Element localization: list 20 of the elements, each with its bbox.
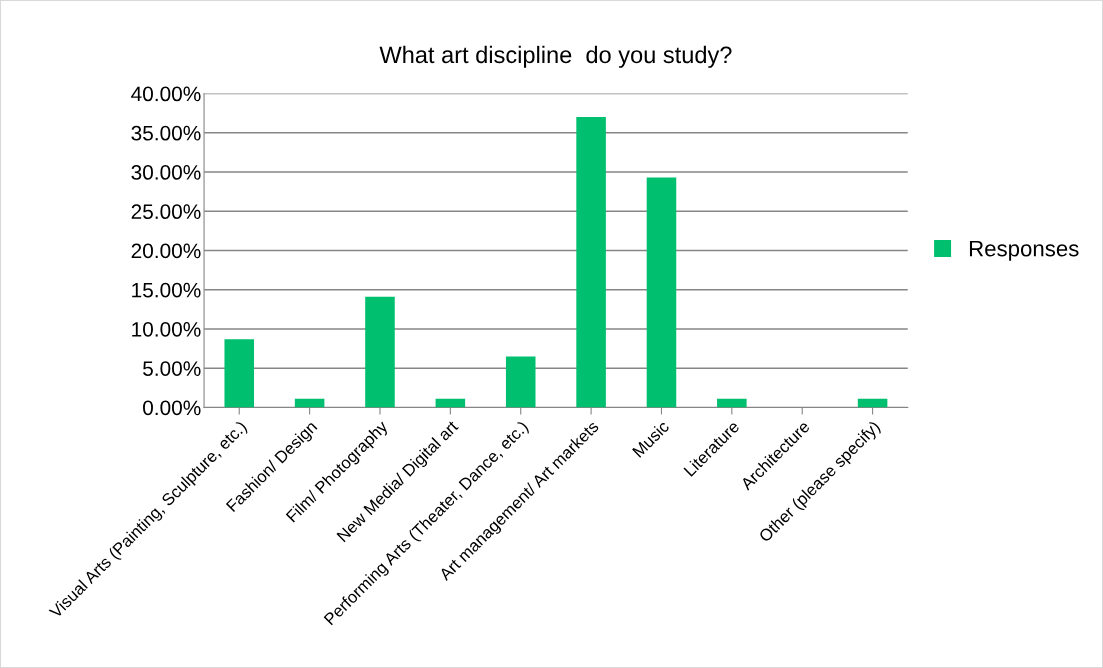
bar (646, 177, 677, 408)
bar (857, 398, 888, 408)
y-tick-label: 40.00% (131, 86, 201, 102)
y-tick-label: 15.00% (132, 282, 201, 298)
y-tick-label: 35.00% (131, 125, 201, 141)
bar (224, 339, 255, 408)
y-tick-label: 5.00% (143, 361, 201, 376)
legend-label: Responses (969, 240, 1079, 261)
y-tick-label: 30.00% (131, 165, 201, 180)
y-tick-label: 20.00% (131, 243, 201, 259)
bar (576, 117, 606, 408)
bar (717, 398, 747, 408)
bar (294, 398, 325, 408)
y-tick-label: 0.00% (143, 400, 201, 416)
bar (435, 398, 466, 408)
chart-title: What art discipline do you study? (379, 45, 732, 68)
bar (365, 296, 395, 408)
y-tick-label: 10.00% (132, 321, 201, 337)
y-tick-label: 25.00% (131, 204, 201, 220)
bar (505, 356, 536, 408)
